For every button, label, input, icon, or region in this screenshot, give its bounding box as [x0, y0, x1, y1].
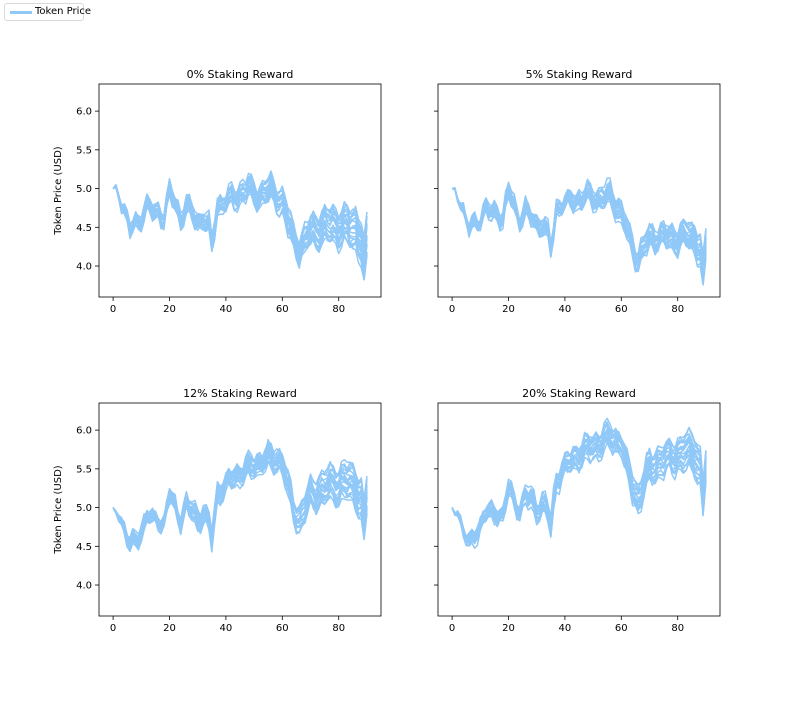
- y-tick-label: 5.0: [76, 184, 92, 195]
- x-tick-label: 20: [502, 304, 515, 315]
- x-tick-label: 20: [502, 623, 515, 634]
- x-tick-label: 60: [276, 304, 289, 315]
- chart-title: 5% Staking Reward: [526, 68, 633, 81]
- series-group: [112, 170, 368, 281]
- y-tick-label: 4.0: [76, 262, 92, 273]
- x-tick-label: 0: [110, 623, 116, 634]
- x-tick-label: 40: [559, 304, 572, 315]
- x-tick-label: 60: [615, 304, 628, 315]
- chart-title: 0% Staking Reward: [187, 68, 294, 81]
- series-line: [112, 170, 368, 246]
- legend-swatch: [10, 11, 32, 14]
- series-line: [451, 417, 707, 538]
- y-tick-label: 4.0: [76, 581, 92, 592]
- y-tick-label: 5.5: [76, 145, 92, 156]
- series-group: [451, 417, 707, 549]
- series-line: [451, 177, 707, 255]
- x-tick-label: 80: [671, 304, 684, 315]
- x-tick-label: 80: [332, 304, 345, 315]
- chart-panel-1: 0% Staking Reward 0 20 40 60 80 4.0 4.5 5.0 5.5 6.…: [53, 68, 382, 315]
- series-group: [112, 438, 368, 553]
- series-group: [451, 177, 707, 286]
- series-line: [451, 180, 707, 259]
- x-tick-label: 80: [332, 623, 345, 634]
- x-tick-label: 80: [671, 623, 684, 634]
- y-tick-label: 4.5: [76, 542, 92, 553]
- x-tick-label: 40: [220, 623, 233, 634]
- plot-frame: [98, 83, 382, 298]
- y-tick-label: 4.5: [76, 223, 92, 234]
- x-tick-label: 20: [163, 304, 176, 315]
- series-line: [451, 181, 707, 264]
- x-tick-label: 40: [220, 304, 233, 315]
- y-tick-label: 6.0: [76, 107, 92, 118]
- chart-panel-3: 12% Staking Reward 0 20 40 60 80 4.0 4.5 5.0 5.5 6…: [53, 387, 382, 634]
- x-tick-label: 60: [615, 623, 628, 634]
- y-axis-label: Token Price (USD): [53, 465, 64, 554]
- chart-panel-2: 5% Staking Reward 0 20 40 60 80: [434, 68, 721, 315]
- plot-frame: [98, 402, 382, 617]
- x-tick-label: 20: [163, 623, 176, 634]
- plot-frame: [437, 83, 721, 298]
- y-tick-label: 5.0: [76, 503, 92, 514]
- series-line: [112, 442, 368, 540]
- chart-title: 12% Staking Reward: [183, 387, 297, 400]
- series-line: [451, 187, 707, 275]
- plot-frame: [437, 402, 721, 617]
- y-axis-label: Token Price (USD): [53, 146, 64, 235]
- x-tick-label: 0: [110, 304, 116, 315]
- y-tick-label: 5.5: [76, 464, 92, 475]
- legend: Token Price: [4, 3, 91, 21]
- legend-label: Token Price: [35, 6, 92, 17]
- x-tick-label: 60: [276, 623, 289, 634]
- x-tick-label: 0: [449, 623, 455, 634]
- chart-title: 20% Staking Reward: [522, 387, 636, 400]
- series-line: [451, 421, 707, 540]
- series-line: [112, 441, 368, 539]
- x-tick-label: 0: [449, 304, 455, 315]
- chart-panel-4: 20% Staking Reward 0 20 40 60 80: [434, 387, 721, 634]
- y-tick-label: 6.0: [76, 426, 92, 437]
- x-tick-label: 40: [559, 623, 572, 634]
